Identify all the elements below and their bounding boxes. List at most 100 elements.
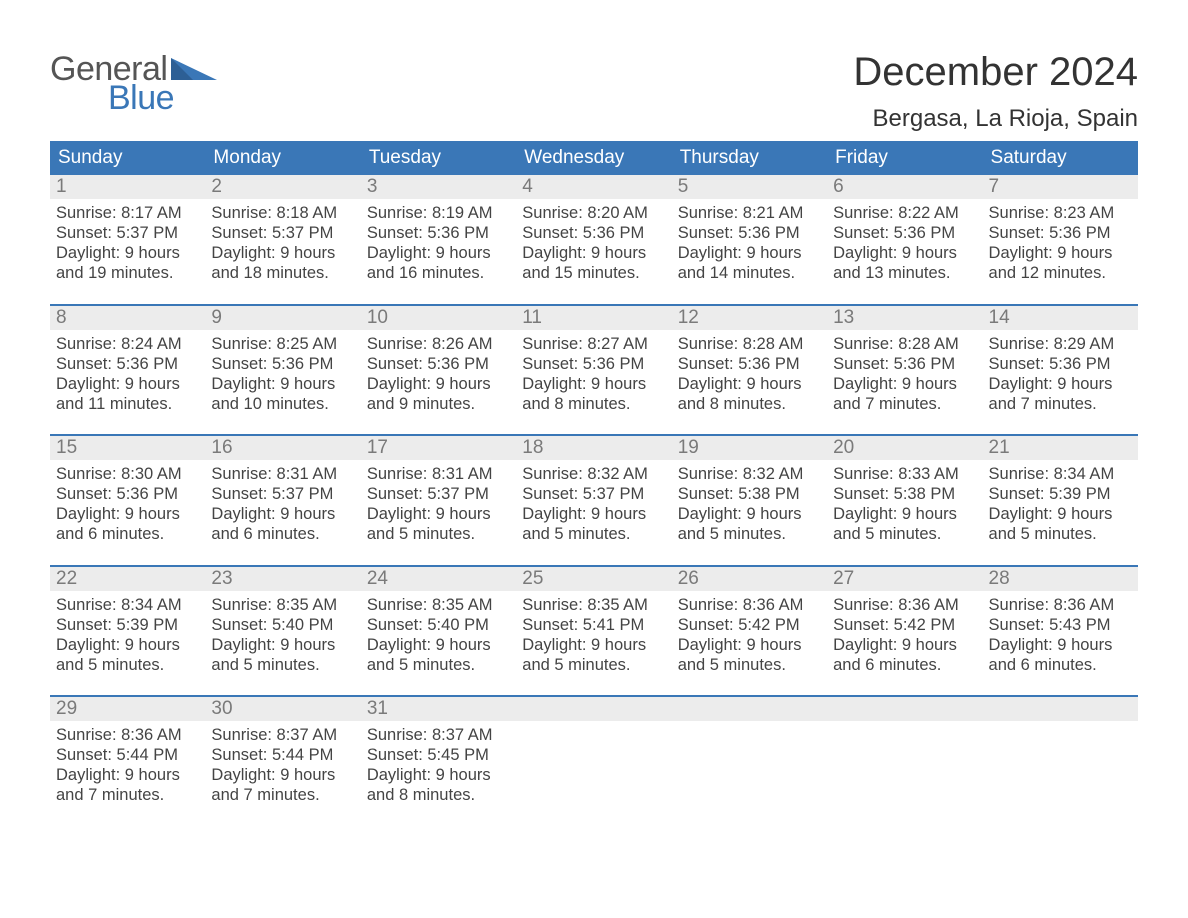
day-cell: Sunrise: 8:25 AMSunset: 5:36 PMDaylight:… [205,330,360,415]
weekday-header: Wednesday [516,141,671,175]
day-cell: Sunrise: 8:35 AMSunset: 5:41 PMDaylight:… [516,591,671,676]
day-cell: Sunrise: 8:27 AMSunset: 5:36 PMDaylight:… [516,330,671,415]
daylight-text: Daylight: 9 hours [678,635,821,655]
sunset-text: Sunset: 5:43 PM [989,615,1132,635]
sunrise-text: Sunrise: 8:17 AM [56,203,199,223]
day-number: 24 [361,567,516,591]
sunrise-text: Sunrise: 8:35 AM [211,595,354,615]
weekday-header: Friday [827,141,982,175]
day-cell: Sunrise: 8:34 AMSunset: 5:39 PMDaylight:… [983,460,1138,545]
day-number: 9 [205,306,360,330]
daylight-text: and 8 minutes. [367,785,510,805]
day-number: 10 [361,306,516,330]
sunset-text: Sunset: 5:37 PM [211,484,354,504]
daylight-text: and 6 minutes. [56,524,199,544]
day-number [983,697,1138,721]
daylight-text: and 18 minutes. [211,263,354,283]
sunrise-text: Sunrise: 8:31 AM [367,464,510,484]
logo-triangle-icon [171,58,217,80]
day-cell: Sunrise: 8:31 AMSunset: 5:37 PMDaylight:… [205,460,360,545]
sunset-text: Sunset: 5:42 PM [833,615,976,635]
daylight-text: and 8 minutes. [678,394,821,414]
daylight-text: and 10 minutes. [211,394,354,414]
logo-word2: Blue [108,79,217,118]
daylight-text: and 5 minutes. [367,524,510,544]
sunrise-text: Sunrise: 8:31 AM [211,464,354,484]
day-cell: Sunrise: 8:19 AMSunset: 5:36 PMDaylight:… [361,199,516,284]
day-number [827,697,982,721]
sunset-text: Sunset: 5:44 PM [56,745,199,765]
day-number: 19 [672,436,827,460]
sunrise-text: Sunrise: 8:37 AM [367,725,510,745]
daylight-text: Daylight: 9 hours [833,635,976,655]
daylight-text: and 7 minutes. [56,785,199,805]
daylight-text: Daylight: 9 hours [56,243,199,263]
daylight-text: and 6 minutes. [211,524,354,544]
day-cell [672,721,827,806]
sunset-text: Sunset: 5:37 PM [211,223,354,243]
daylight-text: and 9 minutes. [367,394,510,414]
sunset-text: Sunset: 5:36 PM [367,223,510,243]
day-cell: Sunrise: 8:24 AMSunset: 5:36 PMDaylight:… [50,330,205,415]
weekday-header: Sunday [50,141,205,175]
sunrise-text: Sunrise: 8:36 AM [989,595,1132,615]
day-number: 28 [983,567,1138,591]
sunset-text: Sunset: 5:41 PM [522,615,665,635]
sunset-text: Sunset: 5:36 PM [522,354,665,374]
weekday-header: Saturday [983,141,1138,175]
sunrise-text: Sunrise: 8:35 AM [522,595,665,615]
sunrise-text: Sunrise: 8:27 AM [522,334,665,354]
sunset-text: Sunset: 5:42 PM [678,615,821,635]
day-cell [983,721,1138,806]
sunrise-text: Sunrise: 8:30 AM [56,464,199,484]
day-cell: Sunrise: 8:26 AMSunset: 5:36 PMDaylight:… [361,330,516,415]
sunrise-text: Sunrise: 8:36 AM [678,595,821,615]
daylight-text: and 11 minutes. [56,394,199,414]
day-content-row: Sunrise: 8:17 AMSunset: 5:37 PMDaylight:… [50,199,1138,284]
daylight-text: Daylight: 9 hours [678,243,821,263]
day-cell: Sunrise: 8:30 AMSunset: 5:36 PMDaylight:… [50,460,205,545]
day-cell: Sunrise: 8:36 AMSunset: 5:42 PMDaylight:… [827,591,982,676]
daynum-row: 15161718192021 [50,436,1138,460]
title-block: December 2024 Bergasa, La Rioja, Spain [853,50,1138,133]
daylight-text: Daylight: 9 hours [367,243,510,263]
day-cell: Sunrise: 8:21 AMSunset: 5:36 PMDaylight:… [672,199,827,284]
daylight-text: Daylight: 9 hours [211,243,354,263]
daylight-text: and 5 minutes. [989,524,1132,544]
daylight-text: Daylight: 9 hours [989,243,1132,263]
day-number: 30 [205,697,360,721]
sunset-text: Sunset: 5:45 PM [367,745,510,765]
daylight-text: Daylight: 9 hours [56,635,199,655]
sunrise-text: Sunrise: 8:34 AM [989,464,1132,484]
day-number: 1 [50,175,205,199]
day-number: 16 [205,436,360,460]
day-cell: Sunrise: 8:23 AMSunset: 5:36 PMDaylight:… [983,199,1138,284]
sunset-text: Sunset: 5:38 PM [678,484,821,504]
day-cell: Sunrise: 8:37 AMSunset: 5:44 PMDaylight:… [205,721,360,806]
day-number: 27 [827,567,982,591]
day-number: 21 [983,436,1138,460]
day-number: 6 [827,175,982,199]
sunrise-text: Sunrise: 8:19 AM [367,203,510,223]
day-cell: Sunrise: 8:36 AMSunset: 5:42 PMDaylight:… [672,591,827,676]
sunset-text: Sunset: 5:36 PM [211,354,354,374]
day-cell [516,721,671,806]
sunset-text: Sunset: 5:38 PM [833,484,976,504]
day-number: 4 [516,175,671,199]
day-number [516,697,671,721]
sunset-text: Sunset: 5:40 PM [367,615,510,635]
day-number: 25 [516,567,671,591]
daylight-text: Daylight: 9 hours [367,765,510,785]
daylight-text: Daylight: 9 hours [367,374,510,394]
daylight-text: Daylight: 9 hours [522,635,665,655]
daylight-text: Daylight: 9 hours [678,504,821,524]
day-number: 7 [983,175,1138,199]
daylight-text: Daylight: 9 hours [211,635,354,655]
day-cell: Sunrise: 8:35 AMSunset: 5:40 PMDaylight:… [361,591,516,676]
sunrise-text: Sunrise: 8:21 AM [678,203,821,223]
location: Bergasa, La Rioja, Spain [853,105,1138,133]
day-number: 2 [205,175,360,199]
daylight-text: and 8 minutes. [522,394,665,414]
sunset-text: Sunset: 5:36 PM [678,354,821,374]
daynum-row: 1234567 [50,175,1138,199]
